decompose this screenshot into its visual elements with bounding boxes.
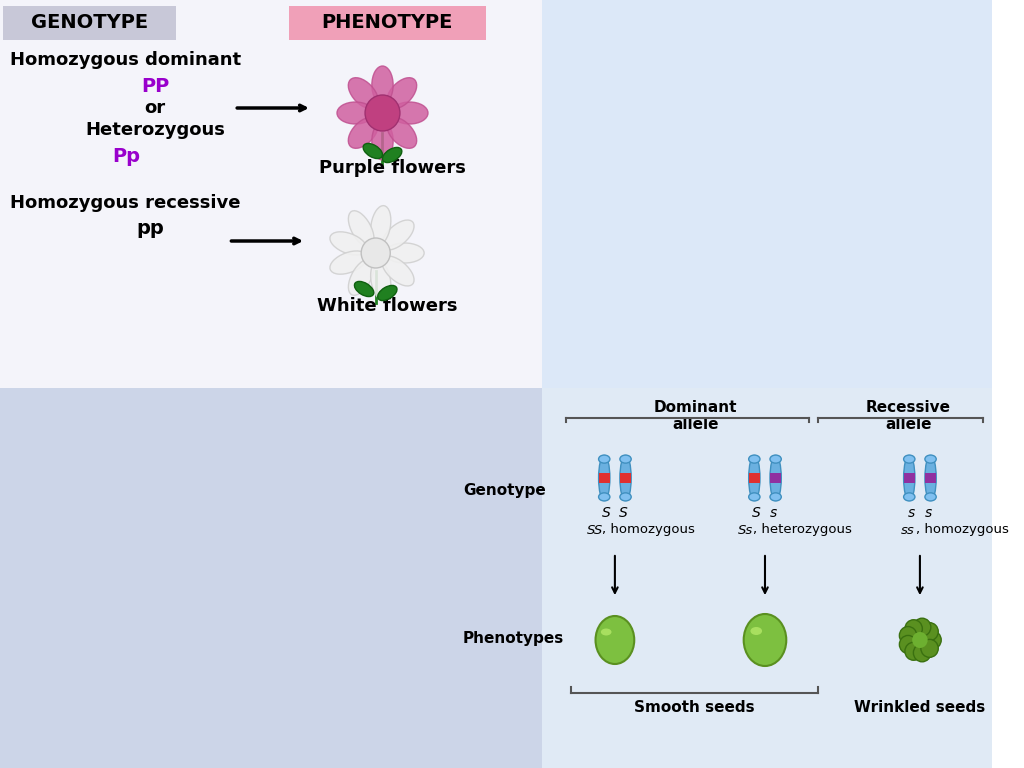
Circle shape bbox=[899, 635, 916, 654]
Text: s: s bbox=[925, 506, 932, 520]
Ellipse shape bbox=[330, 232, 367, 255]
Ellipse shape bbox=[348, 78, 378, 109]
Ellipse shape bbox=[383, 147, 401, 163]
Text: S: S bbox=[602, 506, 610, 520]
Text: Recessive
allele: Recessive allele bbox=[866, 400, 951, 432]
Ellipse shape bbox=[903, 493, 914, 501]
FancyBboxPatch shape bbox=[543, 388, 991, 768]
FancyBboxPatch shape bbox=[599, 472, 610, 483]
FancyBboxPatch shape bbox=[543, 0, 991, 388]
FancyBboxPatch shape bbox=[0, 388, 543, 768]
Circle shape bbox=[361, 238, 390, 268]
Ellipse shape bbox=[364, 144, 383, 158]
Ellipse shape bbox=[348, 210, 374, 247]
Ellipse shape bbox=[372, 122, 393, 160]
Text: Homozygous recessive: Homozygous recessive bbox=[9, 194, 241, 212]
Circle shape bbox=[905, 620, 923, 637]
Ellipse shape bbox=[371, 261, 391, 300]
Text: s: s bbox=[770, 506, 777, 520]
Circle shape bbox=[921, 623, 938, 641]
Circle shape bbox=[921, 639, 938, 657]
Ellipse shape bbox=[348, 118, 378, 148]
Ellipse shape bbox=[902, 622, 937, 658]
Ellipse shape bbox=[925, 493, 936, 501]
Ellipse shape bbox=[601, 628, 611, 635]
Text: pp: pp bbox=[136, 219, 164, 237]
Text: White flowers: White flowers bbox=[317, 297, 458, 315]
Ellipse shape bbox=[770, 455, 781, 501]
Ellipse shape bbox=[337, 102, 374, 124]
Ellipse shape bbox=[743, 614, 786, 666]
Text: GENOTYPE: GENOTYPE bbox=[31, 14, 147, 32]
Ellipse shape bbox=[354, 281, 374, 296]
Ellipse shape bbox=[925, 455, 936, 501]
Text: SS: SS bbox=[587, 524, 603, 537]
Ellipse shape bbox=[371, 206, 391, 245]
FancyBboxPatch shape bbox=[903, 472, 914, 483]
Circle shape bbox=[899, 627, 916, 644]
Ellipse shape bbox=[599, 455, 610, 463]
Text: Genotype: Genotype bbox=[463, 482, 546, 498]
Text: or: or bbox=[144, 99, 166, 117]
Circle shape bbox=[905, 642, 923, 660]
Ellipse shape bbox=[749, 455, 760, 501]
Text: , homozygous: , homozygous bbox=[916, 524, 1009, 537]
Text: Purple flowers: Purple flowers bbox=[318, 159, 466, 177]
Ellipse shape bbox=[925, 455, 936, 463]
Text: , heterozygous: , heterozygous bbox=[754, 524, 852, 537]
FancyBboxPatch shape bbox=[289, 6, 486, 40]
Ellipse shape bbox=[372, 66, 393, 104]
Ellipse shape bbox=[387, 118, 417, 148]
Text: Dominant
allele: Dominant allele bbox=[653, 400, 737, 432]
Ellipse shape bbox=[749, 493, 760, 501]
Circle shape bbox=[913, 618, 931, 636]
Circle shape bbox=[913, 644, 931, 662]
Ellipse shape bbox=[382, 256, 414, 286]
Ellipse shape bbox=[391, 102, 428, 124]
Text: S: S bbox=[620, 506, 628, 520]
FancyBboxPatch shape bbox=[620, 472, 631, 483]
FancyBboxPatch shape bbox=[925, 472, 936, 483]
Text: Smooth seeds: Smooth seeds bbox=[634, 700, 755, 716]
Ellipse shape bbox=[770, 493, 781, 501]
Text: Heterozygous: Heterozygous bbox=[85, 121, 225, 139]
FancyBboxPatch shape bbox=[3, 6, 176, 40]
Circle shape bbox=[924, 631, 941, 649]
Ellipse shape bbox=[620, 455, 631, 501]
FancyBboxPatch shape bbox=[770, 472, 781, 483]
Ellipse shape bbox=[620, 455, 631, 463]
Ellipse shape bbox=[599, 455, 610, 501]
Text: S: S bbox=[752, 506, 761, 520]
Ellipse shape bbox=[387, 78, 417, 109]
Ellipse shape bbox=[385, 243, 424, 263]
Text: PP: PP bbox=[141, 77, 169, 95]
Ellipse shape bbox=[330, 251, 367, 274]
Text: Pp: Pp bbox=[112, 147, 140, 165]
Text: ss: ss bbox=[900, 524, 914, 537]
Ellipse shape bbox=[770, 455, 781, 463]
Text: Homozygous dominant: Homozygous dominant bbox=[9, 51, 241, 69]
Text: Wrinkled seeds: Wrinkled seeds bbox=[854, 700, 985, 716]
Ellipse shape bbox=[620, 493, 631, 501]
Ellipse shape bbox=[903, 455, 914, 501]
Circle shape bbox=[912, 632, 928, 648]
Ellipse shape bbox=[348, 260, 374, 295]
Text: PHENOTYPE: PHENOTYPE bbox=[322, 14, 453, 32]
Text: Ss: Ss bbox=[738, 524, 753, 537]
Ellipse shape bbox=[382, 220, 414, 250]
Ellipse shape bbox=[596, 616, 634, 664]
FancyBboxPatch shape bbox=[0, 0, 543, 388]
FancyBboxPatch shape bbox=[749, 472, 760, 483]
Text: , homozygous: , homozygous bbox=[602, 524, 695, 537]
Ellipse shape bbox=[751, 627, 762, 635]
Text: s: s bbox=[907, 506, 914, 520]
Ellipse shape bbox=[903, 455, 914, 463]
Ellipse shape bbox=[749, 455, 760, 463]
Circle shape bbox=[366, 95, 400, 131]
Text: Phenotypes: Phenotypes bbox=[463, 631, 564, 645]
Ellipse shape bbox=[599, 493, 610, 501]
Ellipse shape bbox=[378, 286, 397, 300]
